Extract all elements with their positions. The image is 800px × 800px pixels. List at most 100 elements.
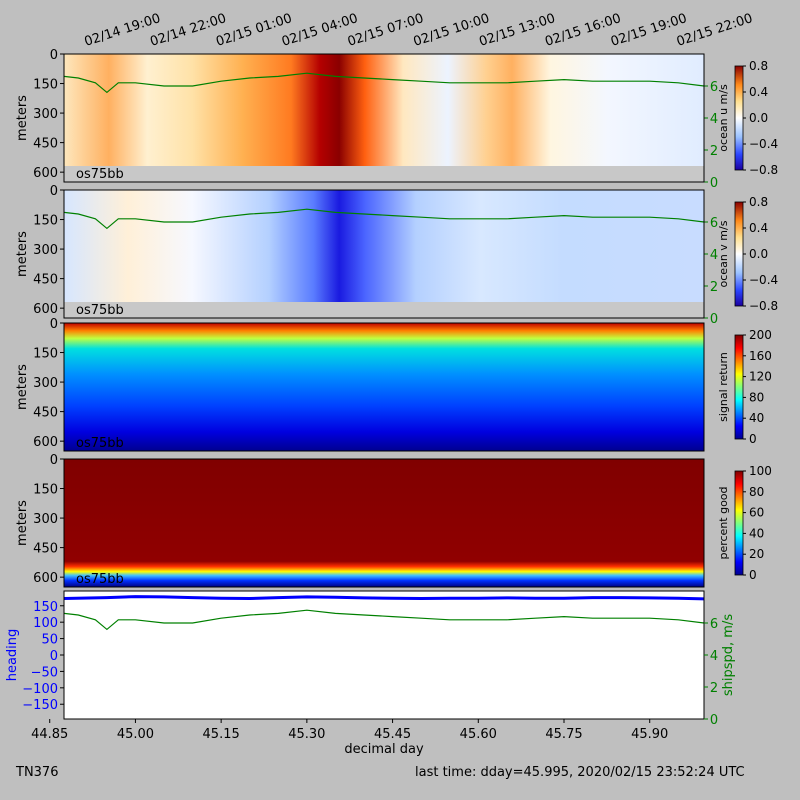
y-axis-label: meters [15, 364, 30, 410]
instrument-label: os75bb [76, 436, 124, 451]
heatmap-field [64, 190, 704, 318]
y-tick-label: 300 [33, 512, 58, 527]
panel-signal-return: 0 150 300 450 600 meters os75bb 200 160 120 80 40 0 s… [15, 317, 772, 452]
shipspd-overlay-line [63, 208, 705, 230]
colorbar-tick-label: −0.8 [749, 299, 778, 313]
colorbar-tick-label: 0 [749, 432, 757, 446]
y-tick-label: 450 [33, 137, 58, 152]
colorbar [734, 470, 744, 576]
cruise-id: TN376 [16, 765, 59, 780]
time-tick-label: 02/15 22:00 [675, 11, 755, 50]
y-tick-label: 150 [33, 483, 58, 498]
shipspd-series-line [63, 609, 705, 631]
y-tick-label: 0 [50, 184, 58, 199]
right-axis-label: 2 [710, 280, 718, 295]
y-tick-label: 150 [33, 214, 58, 229]
right-axis-label: 4 [710, 248, 718, 263]
y-tick-label: −150 [22, 698, 58, 713]
right-axis-label: 6 [710, 216, 718, 231]
colorbar-tick-label: 60 [749, 506, 764, 520]
colorbar-tick-label: 100 [749, 464, 772, 478]
y-tick-label: 600 [33, 166, 58, 181]
y-tick-label: 300 [33, 243, 58, 258]
colorbar-tick-label: 20 [749, 547, 764, 561]
x-tick-label: 45.15 [203, 727, 240, 742]
last-time-label: last time: dday=45.995, 2020/02/15 23:52… [415, 765, 745, 780]
right-axis-label: 0 [710, 176, 718, 191]
heatmap-field [64, 323, 704, 451]
instrument-label: os75bb [76, 303, 124, 318]
y-tick-label: 150 [33, 347, 58, 362]
y-tick-label: 450 [33, 542, 58, 557]
colorbar-tick-label: 0.0 [749, 247, 768, 261]
colorbar-label: ocean v m/s [717, 220, 730, 287]
colorbar-tick-label: 0.8 [749, 195, 768, 209]
right-axis-title: shipspd, m/s [721, 614, 736, 696]
colorbar-label: percent good [717, 486, 730, 559]
y-tick-label: 150 [33, 600, 58, 615]
right-axis-label: 0 [710, 713, 718, 728]
y-axis-label: meters [15, 500, 30, 546]
axes-frame [63, 189, 705, 319]
colorbar-tick-label: −0.8 [749, 163, 778, 177]
x-axis-label: decimal day [344, 742, 424, 757]
y-tick-label: 450 [33, 273, 58, 288]
instrument-label: os75bb [76, 572, 124, 587]
heading-series-line [63, 595, 705, 601]
x-tick-label: 45.45 [374, 727, 411, 742]
colorbar-tick-label: 40 [749, 526, 764, 540]
colorbar-tick-label: 40 [749, 411, 764, 425]
y-tick-label: 0 [50, 453, 58, 468]
x-tick-label: 45.30 [288, 727, 325, 742]
x-tick-label: 44.85 [31, 727, 68, 742]
x-tick-label: 45.90 [631, 727, 668, 742]
colorbar-tick-label: −0.4 [749, 273, 778, 287]
y-axis-label: meters [15, 231, 30, 277]
colorbar-tick-label: 160 [749, 349, 772, 363]
colorbar-tick-label: 0.4 [749, 85, 768, 99]
y-tick-label: −50 [31, 665, 58, 680]
y-tick-label: 150 [33, 78, 58, 93]
colorbar-tick-label: 0.0 [749, 111, 768, 125]
axes-frame [63, 458, 705, 588]
axes-frame [63, 322, 705, 452]
panel-percent-good: 0 150 300 450 600 meters os75bb 100 80 60 40 20 0 per… [15, 453, 772, 588]
colorbar [734, 201, 744, 307]
right-axis-label: 6 [710, 80, 718, 95]
y-tick-label: 300 [33, 376, 58, 391]
y-tick-label: 0 [50, 649, 58, 664]
y-tick-label: 300 [33, 107, 58, 122]
colorbar-tick-label: 0 [749, 568, 757, 582]
colorbar-tick-label: 80 [749, 485, 764, 499]
colorbar [734, 65, 744, 171]
right-axis-label: 4 [710, 112, 718, 127]
y-tick-label: 600 [33, 571, 58, 586]
y-axis-label: heading [5, 629, 20, 682]
y-tick-label: 600 [33, 435, 58, 450]
instrument-label: os75bb [76, 167, 124, 182]
colorbar [734, 334, 744, 440]
y-tick-label: 100 [33, 616, 58, 631]
colorbar-tick-label: 120 [749, 370, 772, 384]
y-tick-label: 0 [50, 317, 58, 332]
plot-area [64, 591, 704, 719]
y-tick-label: 50 [41, 633, 58, 648]
right-axis-label: 2 [710, 681, 718, 696]
right-axis-label: 0 [710, 312, 718, 327]
no-data-floor [64, 302, 704, 318]
x-tick-label: 45.75 [545, 727, 582, 742]
y-tick-label: 450 [33, 406, 58, 421]
colorbar-tick-label: 200 [749, 328, 772, 342]
y-tick-label: 600 [33, 302, 58, 317]
colorbar-label: signal return [717, 352, 730, 422]
y-tick-label: −100 [22, 682, 58, 697]
x-tick-label: 45.00 [117, 727, 154, 742]
heatmap-field [64, 54, 704, 182]
no-data-floor [64, 166, 704, 182]
shipspd-overlay-line [63, 72, 705, 94]
right-axis-label: 6 [710, 617, 718, 632]
x-tick-label: 45.60 [460, 727, 497, 742]
panel-ocean-u: 6 4 2 0 0 150 300 450 600 meters os75bb 0.8 0.4 0.0 −0… [15, 48, 778, 191]
colorbar-tick-label: 0.4 [749, 221, 768, 235]
